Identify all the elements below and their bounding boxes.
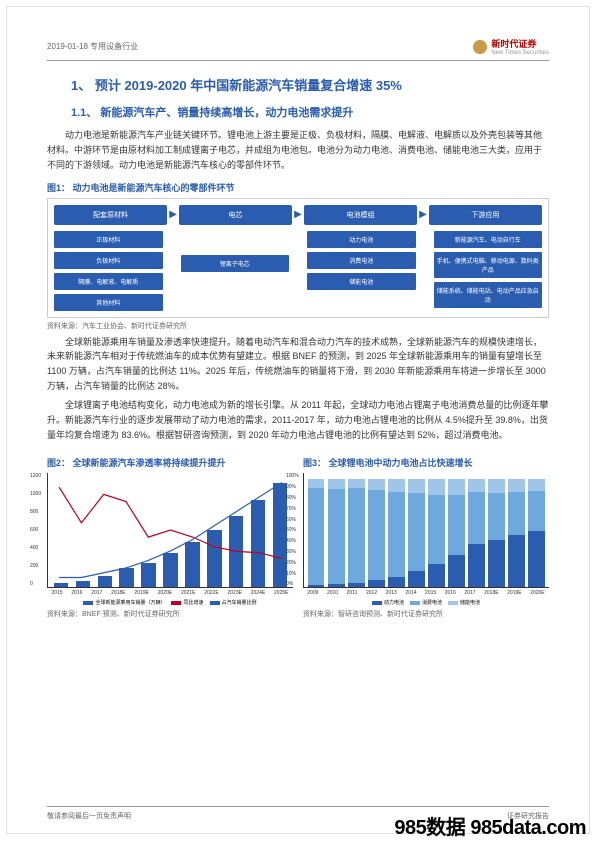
- fig2-source: 资料来源：BNEF 预测、新时代证券研究所: [47, 609, 293, 619]
- flow-node: 负极材料: [54, 252, 163, 269]
- flow-node: 正极材料: [54, 231, 163, 248]
- flow-chip: 电池模组: [304, 205, 417, 225]
- brand-sub: New Times Securities: [491, 50, 549, 56]
- fig1-source: 资料来源：汽车工业协会、新时代证券研究所: [47, 321, 549, 331]
- logo-icon: [473, 40, 487, 54]
- paragraph-2: 全球新能源乘用车销量及渗透率快速提升。随着电动汽车和混合动力汽车的技术成熟，全球…: [47, 335, 549, 394]
- flow-chip: 电芯: [179, 205, 292, 225]
- watermark: 985数据 985data.com: [394, 811, 586, 840]
- flow-node: 新能源汽车、电动自行车: [434, 231, 543, 248]
- fig3-container: 图3： 全球锂电池中动力电池占比快速增长 0%10%20%30%40%50%60…: [303, 448, 549, 619]
- footer-left: 敬请参阅最后一页免责声明: [47, 811, 131, 821]
- arrow-icon: ▶: [292, 209, 304, 220]
- flow-col-1: 正极材料 负极材料 隔膜、电解液、电解质 其他材料: [54, 231, 163, 311]
- fig2-xaxis: 2015201620172018E2019E2020E2021E2022E202…: [47, 590, 293, 596]
- paragraph-1: 动力电池是新能源汽车产业链关键环节。锂电池上游主要是正极、负极材料，隔膜、电解液…: [47, 128, 549, 173]
- header-left: 2019-01-18 专用设备行业: [47, 41, 138, 52]
- brand-name: 新时代证券: [491, 37, 549, 50]
- heading-1: 1、 预计 2019-2020 年中国新能源汽车销量复合增速 35%: [71, 75, 549, 94]
- flow-col-3: 动力电池 消费电池 储能电池: [307, 231, 416, 311]
- flow-col-2: 锂离子电芯: [181, 231, 290, 311]
- fig3-xaxis: 2009201020112012201320142015201620172018…: [303, 590, 549, 596]
- arrow-icon: ▶: [167, 209, 179, 220]
- flow-node: 手机、便携式电脑、移动电源、数码类产品: [434, 252, 543, 278]
- flow-chip: 配套原材料: [54, 205, 167, 225]
- heading-2: 1.1、 新能源汽车产、销量持续高增长，动力电池需求提升: [71, 104, 549, 120]
- flow-top-row: 配套原材料 ▶ 电芯 ▶ 电池模组 ▶ 下游应用: [54, 205, 542, 225]
- fig2-chart: 020040060080010001200: [47, 473, 293, 588]
- fig1-box: 配套原材料 ▶ 电芯 ▶ 电池模组 ▶ 下游应用 正极材料 负极材料 隔膜、电解…: [47, 198, 549, 318]
- brand-logo: 新时代证券 New Times Securities: [473, 37, 549, 56]
- flow-chip: 下游应用: [429, 205, 542, 225]
- flow-node: 消费电池: [307, 252, 416, 269]
- flow-node: 储能系统、储能电站、电动产品应急启动: [434, 282, 543, 308]
- flow-body: 正极材料 负极材料 隔膜、电解液、电解质 其他材料 锂离子电芯 动力电池 消费电…: [54, 231, 542, 311]
- paragraph-3: 全球锂离子电池结构变化，动力电池成为新的增长引擎。从 2011 年起，全球动力电…: [47, 398, 549, 443]
- fig2-label: 图2： 全球新能源汽车渗透率将持续提升提升: [47, 456, 293, 469]
- para1-text: 动力电池是新能源汽车产业链关键环节。锂电池上游主要是正极、负极材料，隔膜、电解液…: [47, 130, 542, 170]
- flow-col-4: 新能源汽车、电动自行车 手机、便携式电脑、移动电源、数码类产品 储能系统、储能电…: [434, 231, 543, 311]
- fig2-legend: 全球新能源乘用车销量（万辆）同比增速占汽车销量比例: [47, 599, 293, 606]
- fig2-container: 图2： 全球新能源汽车渗透率将持续提升提升 020040060080010001…: [47, 448, 293, 619]
- flow-node: 储能电池: [307, 273, 416, 290]
- fig3-legend: 动力电池消费电池储能电池: [303, 599, 549, 606]
- page-header: 2019-01-18 专用设备行业 新时代证券 New Times Securi…: [47, 37, 549, 61]
- fig3-chart: 0%10%20%30%40%50%60%70%80%90%100%: [303, 473, 549, 588]
- fig3-label: 图3： 全球锂电池中动力电池占比快速增长: [303, 456, 549, 469]
- flow-node: 隔膜、电解液、电解质: [54, 273, 163, 290]
- fig1-label: 图1： 动力电池是新能源汽车核心的零部件环节: [47, 181, 549, 194]
- flow-node: 其他材料: [54, 294, 163, 311]
- flow-node: 动力电池: [307, 231, 416, 248]
- flow-node: 锂离子电芯: [181, 255, 290, 272]
- arrow-icon: ▶: [417, 209, 429, 220]
- fig3-source: 资料来源：智研咨询预测、新时代证券研究所: [303, 609, 549, 619]
